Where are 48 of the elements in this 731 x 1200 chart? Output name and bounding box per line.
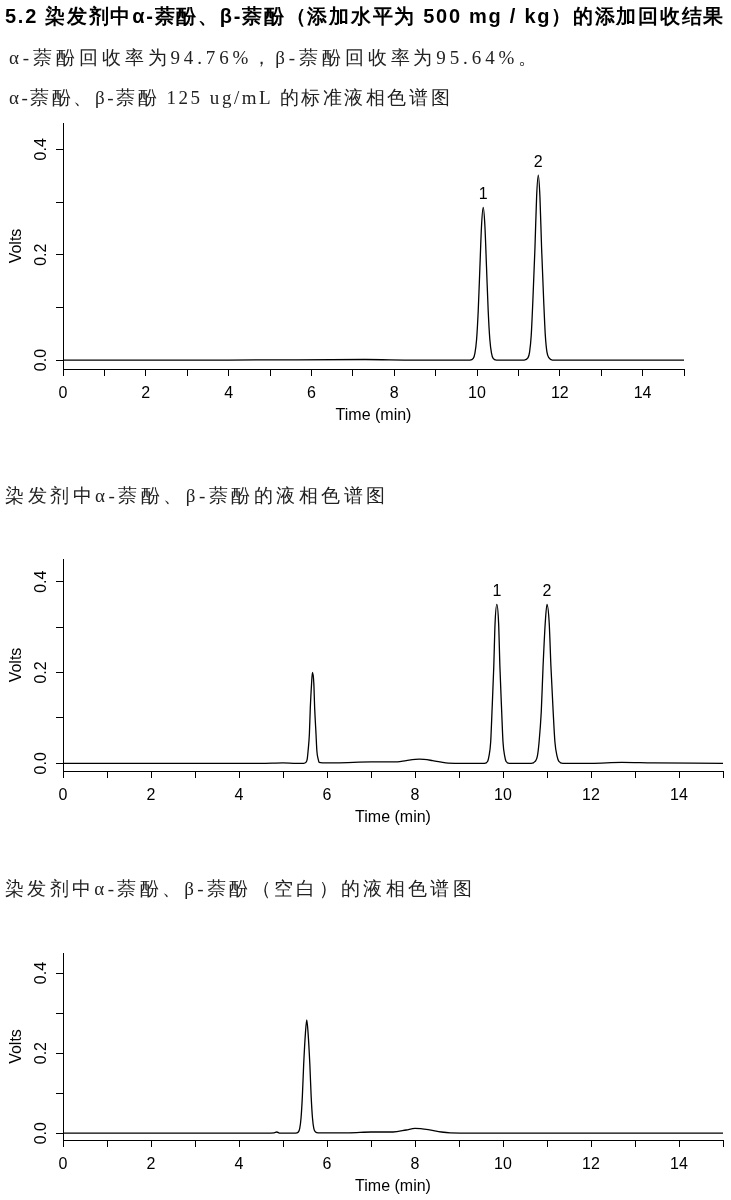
chart-title: 染发剂中α-萘酚、β-萘酚（空白）的液相色谱图 <box>5 878 476 900</box>
chart-title: 染发剂中α-萘酚、β-萘酚的液相色谱图 <box>5 485 389 507</box>
x-axis-title: Time (min) <box>335 405 412 423</box>
text: 5.2 染发剂中α-萘酚、β-萘酚（添加水平为 500 mg / kg）的添加回收结果 <box>5 4 726 28</box>
x-tick-label: 6 <box>322 786 332 804</box>
annotation: 2 <box>542 581 552 599</box>
y-tick-label: 0.4 <box>32 961 50 985</box>
text: α-萘酚回收率为94.76%，β-萘酚回收率为95.64%。 <box>9 47 542 69</box>
annotation: 2 <box>533 152 543 170</box>
x-tick-label: 6 <box>306 384 316 402</box>
x-tick-label: 14 <box>670 786 688 804</box>
x-tick-label: 2 <box>146 1155 156 1173</box>
x-tick-label: 10 <box>494 786 512 804</box>
x-tick-label: 4 <box>234 786 244 804</box>
x-axis-title: Time (min) <box>355 807 431 825</box>
x-tick-label: 0 <box>58 384 68 402</box>
y-axis-title: Volts <box>7 647 25 683</box>
x-tick-label: 0 <box>58 786 68 804</box>
y-tick-label: 0.0 <box>32 1121 50 1145</box>
chart-title: α-萘酚、β-萘酚 125 ug/mL 的标准液相色谱图 <box>9 87 453 109</box>
x-tick-label: 8 <box>410 786 420 804</box>
y-tick-label: 0.4 <box>32 570 50 593</box>
x-tick-label: 0 <box>58 1155 68 1173</box>
annotation: 1 <box>478 184 488 202</box>
x-tick-label: 10 <box>468 384 486 402</box>
x-tick-label: 2 <box>146 786 156 804</box>
x-tick-label: 14 <box>670 1155 688 1173</box>
y-tick-label: 0.2 <box>32 661 50 684</box>
x-tick-label: 14 <box>633 384 652 402</box>
annotation: 1 <box>492 581 502 599</box>
x-tick-label: 12 <box>582 786 600 804</box>
y-tick-label: 0.2 <box>32 243 50 266</box>
x-tick-label: 2 <box>141 384 151 402</box>
x-tick-label: 8 <box>410 1155 420 1173</box>
x-tick-label: 12 <box>582 1155 600 1173</box>
x-tick-label: 10 <box>494 1155 512 1173</box>
x-tick-label: 4 <box>234 1155 244 1173</box>
y-tick-label: 0.2 <box>32 1041 50 1065</box>
x-tick-label: 12 <box>550 384 569 402</box>
y-tick-label: 0.0 <box>32 348 50 372</box>
x-tick-label: 6 <box>322 1155 332 1173</box>
x-tick-label: 8 <box>389 384 399 402</box>
x-axis-title: Time (min) <box>355 1176 431 1194</box>
x-tick-label: 4 <box>224 384 234 402</box>
y-axis-title: Volts <box>7 228 25 264</box>
y-tick-label: 0.0 <box>32 752 50 775</box>
y-axis-title: Volts <box>7 1029 25 1064</box>
y-tick-label: 0.4 <box>32 138 50 161</box>
